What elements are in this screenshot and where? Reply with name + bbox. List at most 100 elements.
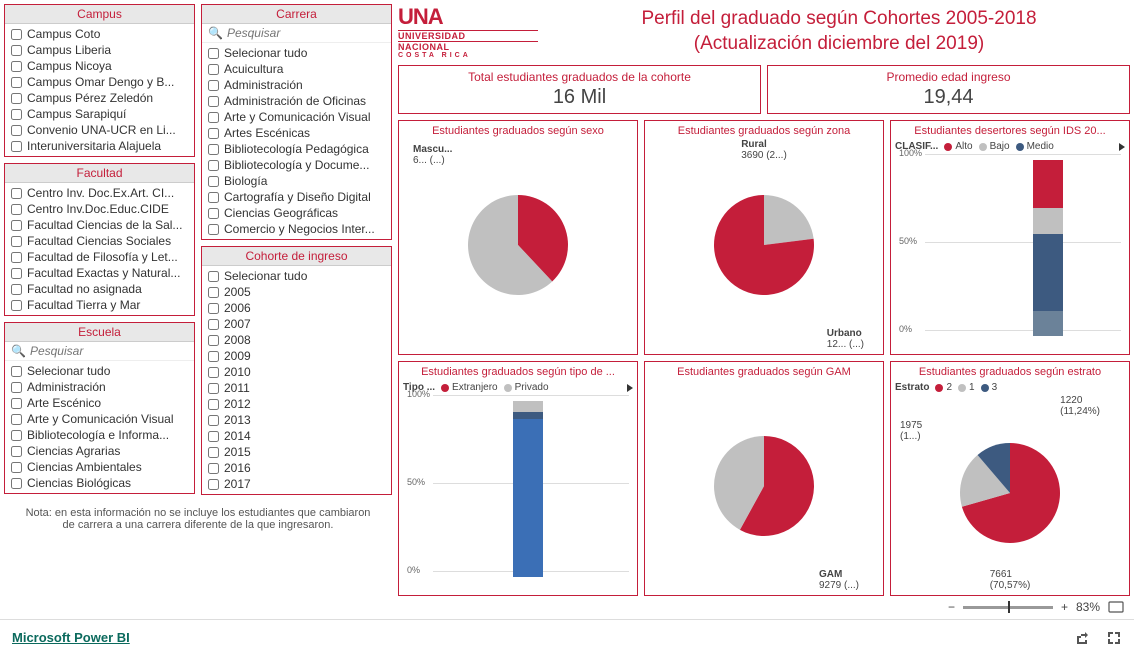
checkbox[interactable]: [208, 64, 219, 75]
checkbox[interactable]: [11, 446, 22, 457]
checkbox[interactable]: [11, 462, 22, 473]
checkbox[interactable]: [208, 176, 219, 187]
legend-scroll-icon[interactable]: [627, 384, 633, 392]
checkbox[interactable]: [11, 61, 22, 72]
checkbox[interactable]: [208, 287, 219, 298]
list-item[interactable]: Arte y Comunicación Visual: [202, 109, 391, 125]
checkbox[interactable]: [11, 77, 22, 88]
list-item[interactable]: Centro Inv. Doc.Ex.Art. CI...: [5, 185, 194, 201]
carrera-search[interactable]: 🔍: [202, 24, 391, 43]
list-item[interactable]: 2007: [202, 316, 391, 332]
chart-estrato[interactable]: Estudiantes graduados según estrato Estr…: [890, 361, 1130, 596]
checkbox[interactable]: [11, 109, 22, 120]
list-item[interactable]: Selecionar tudo: [202, 268, 391, 284]
list-item[interactable]: Administración de Oficinas: [202, 93, 391, 109]
checkbox[interactable]: [208, 463, 219, 474]
list-item[interactable]: Facultad de Filosofía y Let...: [5, 249, 194, 265]
list-item[interactable]: 2005: [202, 284, 391, 300]
list-item[interactable]: Facultad Ciencias Sociales: [5, 233, 194, 249]
checkbox[interactable]: [208, 144, 219, 155]
zoom-in-button[interactable]: +: [1061, 600, 1068, 614]
checkbox[interactable]: [208, 383, 219, 394]
checkbox[interactable]: [11, 93, 22, 104]
checkbox[interactable]: [208, 160, 219, 171]
list-item[interactable]: Ciencias Geográficas: [202, 205, 391, 221]
carrera-search-input[interactable]: [227, 26, 385, 40]
list-item[interactable]: Bibliotecología e Informa...: [5, 427, 194, 443]
list-item[interactable]: 2017: [202, 476, 391, 492]
checkbox[interactable]: [208, 335, 219, 346]
list-item[interactable]: Convenio UNA-UCR en Li...: [5, 122, 194, 138]
checkbox[interactable]: [208, 128, 219, 139]
list-item[interactable]: Campus Pérez Zeledón: [5, 90, 194, 106]
list-item[interactable]: Campus Coto: [5, 26, 194, 42]
list-item[interactable]: 2016: [202, 460, 391, 476]
checkbox[interactable]: [208, 447, 219, 458]
list-item[interactable]: Campus Omar Dengo y B...: [5, 74, 194, 90]
checkbox[interactable]: [11, 45, 22, 56]
list-item[interactable]: 2012: [202, 396, 391, 412]
list-item[interactable]: Facultad no asignada: [5, 281, 194, 297]
checkbox[interactable]: [208, 367, 219, 378]
share-icon[interactable]: [1074, 630, 1090, 646]
checkbox[interactable]: [11, 398, 22, 409]
list-item[interactable]: 2014: [202, 428, 391, 444]
checkbox[interactable]: [11, 366, 22, 377]
checkbox[interactable]: [208, 271, 219, 282]
list-item[interactable]: 2015: [202, 444, 391, 460]
list-item[interactable]: Bibliotecología Pedagógica: [202, 141, 391, 157]
list-item[interactable]: Biología: [202, 173, 391, 189]
list-item[interactable]: Administración: [202, 77, 391, 93]
list-item[interactable]: Ciencias Ambientales: [5, 459, 194, 475]
checkbox[interactable]: [208, 224, 219, 235]
list-item[interactable]: Interuniversitaria Alajuela: [5, 138, 194, 154]
list-item[interactable]: Artes Escénicas: [202, 125, 391, 141]
checkbox[interactable]: [208, 319, 219, 330]
checkbox[interactable]: [208, 96, 219, 107]
checkbox[interactable]: [208, 415, 219, 426]
checkbox[interactable]: [208, 48, 219, 59]
checkbox[interactable]: [11, 141, 22, 152]
list-item[interactable]: Administración: [5, 379, 194, 395]
list-item[interactable]: Campus Nicoya: [5, 58, 194, 74]
legend-scroll-icon[interactable]: [1119, 143, 1125, 151]
list-item[interactable]: Comercio y Negocios Inter...: [202, 221, 391, 237]
checkbox[interactable]: [11, 414, 22, 425]
list-item[interactable]: Ciencias Agrarias: [5, 443, 194, 459]
checkbox[interactable]: [208, 479, 219, 490]
escuela-search[interactable]: 🔍: [5, 342, 194, 361]
escuela-search-input[interactable]: [30, 344, 188, 358]
chart-tipo[interactable]: Estudiantes graduados según tipo de ... …: [398, 361, 638, 596]
list-item[interactable]: Campus Liberia: [5, 42, 194, 58]
checkbox[interactable]: [208, 112, 219, 123]
list-item[interactable]: Facultad Ciencias de la Sal...: [5, 217, 194, 233]
list-item[interactable]: Campus Sarapiquí: [5, 106, 194, 122]
checkbox[interactable]: [11, 252, 22, 263]
checkbox[interactable]: [11, 236, 22, 247]
checkbox[interactable]: [11, 188, 22, 199]
list-item[interactable]: 2011: [202, 380, 391, 396]
list-item[interactable]: 2008: [202, 332, 391, 348]
checkbox[interactable]: [208, 80, 219, 91]
checkbox[interactable]: [208, 192, 219, 203]
list-item[interactable]: Acuicultura: [202, 61, 391, 77]
fullscreen-icon[interactable]: [1106, 630, 1122, 646]
list-item[interactable]: Ciencias Biológicas: [5, 475, 194, 491]
fit-page-icon[interactable]: [1108, 599, 1124, 615]
powerbi-link[interactable]: Microsoft Power BI: [12, 630, 130, 645]
list-item[interactable]: Selecionar tudo: [5, 363, 194, 379]
chart-ids[interactable]: Estudiantes desertores según IDS 20... C…: [890, 120, 1130, 355]
checkbox[interactable]: [11, 125, 22, 136]
zoom-slider[interactable]: [963, 606, 1053, 609]
checkbox[interactable]: [11, 382, 22, 393]
list-item[interactable]: Selecionar tudo: [202, 45, 391, 61]
checkbox[interactable]: [208, 351, 219, 362]
checkbox[interactable]: [11, 220, 22, 231]
zoom-out-button[interactable]: −: [948, 600, 955, 614]
list-item[interactable]: 2013: [202, 412, 391, 428]
list-item[interactable]: Arte Escénico: [5, 395, 194, 411]
list-item[interactable]: 2010: [202, 364, 391, 380]
list-item[interactable]: Bibliotecología y Docume...: [202, 157, 391, 173]
list-item[interactable]: Cartografía y Diseño Digital: [202, 189, 391, 205]
checkbox[interactable]: [11, 284, 22, 295]
